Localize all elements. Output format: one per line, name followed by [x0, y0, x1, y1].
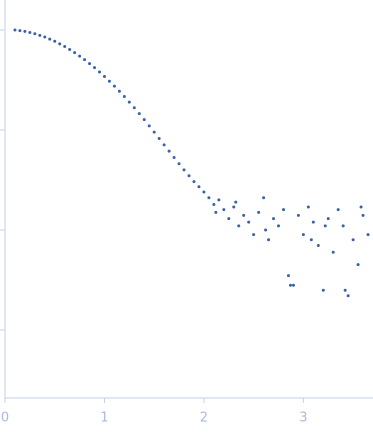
point — [43, 35, 47, 39]
point — [359, 205, 363, 209]
point — [323, 224, 327, 228]
x-tick-label: 2 — [200, 411, 208, 426]
point — [309, 238, 313, 242]
point — [167, 149, 171, 153]
point — [197, 185, 201, 189]
point — [127, 100, 131, 104]
point — [301, 233, 305, 237]
x-tick-label: 3 — [299, 411, 307, 426]
point — [172, 155, 176, 159]
point — [93, 66, 97, 70]
point — [222, 208, 226, 212]
point — [296, 213, 300, 217]
point — [187, 174, 191, 178]
point — [73, 51, 77, 55]
point — [202, 190, 206, 194]
point — [262, 196, 266, 200]
x-tick-label: 0 — [1, 411, 9, 426]
point — [88, 62, 92, 66]
point — [117, 89, 121, 93]
point — [212, 202, 216, 206]
point — [13, 28, 17, 32]
point — [97, 70, 101, 74]
point — [232, 205, 236, 209]
point — [343, 288, 347, 292]
point — [23, 29, 27, 33]
point — [316, 243, 320, 247]
point — [78, 54, 82, 58]
point — [291, 283, 295, 287]
point — [122, 95, 126, 99]
point — [277, 224, 281, 228]
point — [351, 238, 355, 242]
point — [331, 250, 335, 254]
point — [48, 37, 52, 41]
point — [147, 124, 151, 128]
point — [132, 106, 136, 110]
point — [33, 32, 37, 36]
point — [58, 42, 62, 46]
point — [361, 213, 365, 217]
point — [267, 238, 271, 242]
point — [177, 162, 181, 166]
point — [306, 205, 310, 209]
point — [28, 30, 32, 34]
point — [83, 58, 87, 62]
point — [182, 168, 186, 172]
point — [311, 220, 315, 224]
point — [321, 288, 325, 292]
point — [162, 143, 166, 147]
point — [341, 224, 345, 228]
point — [356, 263, 360, 267]
point — [152, 130, 156, 134]
point — [192, 180, 196, 184]
point — [227, 217, 231, 221]
point — [281, 208, 285, 212]
point — [234, 200, 238, 204]
point — [207, 196, 211, 200]
point — [112, 84, 116, 88]
point — [237, 224, 241, 228]
point — [217, 198, 221, 202]
point — [38, 33, 42, 37]
point — [63, 44, 67, 48]
point — [137, 112, 141, 116]
point — [68, 48, 72, 52]
point — [247, 220, 251, 224]
point — [366, 233, 370, 237]
point — [257, 210, 261, 214]
point — [264, 228, 268, 232]
point — [242, 213, 246, 217]
x-tick-label: 1 — [100, 411, 108, 426]
point — [53, 39, 57, 43]
point — [336, 208, 340, 212]
point — [272, 217, 276, 221]
point — [157, 136, 161, 140]
point — [102, 74, 106, 78]
point — [18, 29, 22, 33]
point — [142, 118, 146, 122]
point — [286, 274, 290, 278]
point — [252, 233, 256, 237]
point — [346, 294, 350, 298]
point — [288, 283, 292, 287]
point — [326, 217, 330, 221]
point — [214, 210, 218, 214]
point — [107, 79, 111, 83]
